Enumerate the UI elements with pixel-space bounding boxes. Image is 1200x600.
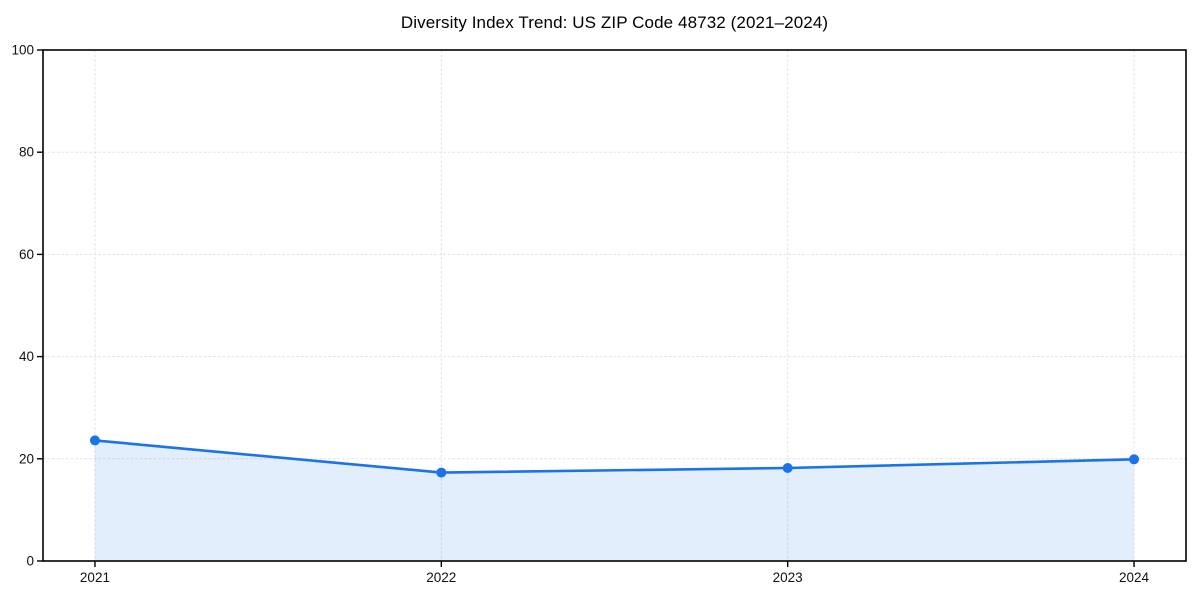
- data-point-2021: [89, 435, 100, 446]
- series-area-fill: [94, 440, 1135, 561]
- x-tick-label-2024: 2024: [1119, 570, 1150, 585]
- y-tick-label-60: 60: [19, 247, 34, 262]
- y-tick-label-40: 40: [19, 349, 34, 364]
- x-tick-label-2021: 2021: [80, 570, 110, 585]
- data-point-2024: [1129, 454, 1140, 465]
- x-tick-label-2023: 2023: [773, 570, 803, 585]
- chart-title: Diversity Index Trend: US ZIP Code 48732…: [400, 13, 829, 32]
- data-point-2022: [436, 467, 447, 478]
- series-line: [93, 439, 1136, 474]
- plot-border: [42, 49, 1187, 562]
- x-tick-label-2022: 2022: [426, 570, 456, 585]
- y-tick-label-0: 0: [26, 554, 34, 569]
- y-tick-label-80: 80: [19, 145, 34, 160]
- data-point-2023: [782, 462, 793, 473]
- y-tick-label-100: 100: [11, 43, 34, 58]
- y-tick-label-20: 20: [19, 451, 34, 466]
